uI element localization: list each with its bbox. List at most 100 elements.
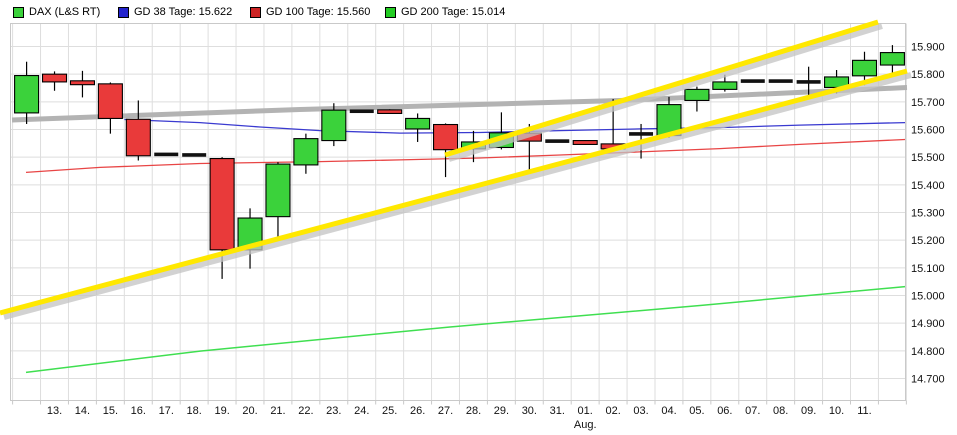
candle-11.[interactable] [851, 51, 878, 86]
candle-25.[interactable] [377, 109, 403, 115]
gd100-swatch-icon [250, 6, 261, 18]
x-axis-label: 19. [214, 405, 229, 417]
dax-swatch-icon [13, 6, 24, 18]
x-axis-label: 21. [270, 405, 285, 417]
upper-yellow-channel-line [444, 19, 879, 158]
candle-06.[interactable] [712, 74, 738, 92]
x-axis-label: 30. [522, 405, 537, 417]
x-axis-label: 15. [103, 405, 118, 417]
x-axis-label: 08. [773, 405, 788, 417]
y-axis-label: 15.000 [911, 291, 945, 303]
candle-body [712, 81, 738, 90]
upper-yellow-channel-line-shadow [448, 23, 883, 162]
y-axis-label: 15.400 [911, 180, 945, 192]
legend-item-label: GD 100 Tage: 15.560 [266, 6, 371, 18]
candle-body [851, 59, 878, 77]
x-axis-label: 22. [298, 405, 313, 417]
candle-18.[interactable] [182, 153, 207, 157]
candle-22.[interactable] [293, 133, 319, 174]
candle-09.[interactable] [796, 66, 821, 97]
candle-body [97, 83, 123, 119]
x-axis-label: 01. [578, 405, 593, 417]
y-axis-label: 15.700 [911, 97, 945, 109]
legend-item-label: GD 200 Tage: 15.014 [401, 6, 506, 18]
candle-body [14, 75, 40, 114]
flat-mark [545, 139, 570, 143]
chart-legend: DAX (L&S RT) GD 38 Tage: 15.622 GD 100 T… [0, 4, 957, 20]
candle-19.[interactable] [209, 157, 235, 279]
x-axis-label: 16. [131, 405, 146, 417]
candle-edge[interactable] [879, 45, 905, 75]
candle-07.[interactable] [740, 79, 765, 83]
candle-24.[interactable] [349, 109, 374, 114]
candle-body [209, 158, 235, 251]
candle-15.[interactable] [97, 82, 123, 134]
candle-16.[interactable] [125, 100, 151, 161]
candle-17.[interactable] [154, 152, 179, 157]
x-axis-label: 13. [47, 405, 62, 417]
x-axis-label: 03. [633, 405, 648, 417]
x-axis-label: 17. [159, 405, 174, 417]
y-axis-label: 15.300 [911, 208, 945, 220]
candle-31.[interactable] [545, 139, 570, 143]
flat-mark [154, 152, 179, 157]
lower-yellow-support-line-shadow [3, 72, 912, 320]
x-axis-label: 26. [410, 405, 425, 417]
y-axis-label: 15.500 [911, 152, 945, 164]
y-axis-label: 14.800 [911, 346, 945, 358]
doji-bar [796, 80, 821, 84]
x-axis-label: 11. [857, 405, 871, 417]
legend-item-dax[interactable]: DAX (L&S RT) [13, 4, 100, 20]
candle-20.[interactable] [237, 208, 263, 269]
doji-bar [629, 132, 654, 136]
x-axis-label: 06. [717, 405, 732, 417]
candle-body [321, 109, 347, 142]
x-axis-label: 18. [187, 405, 202, 417]
x-axis-label: 14. [75, 405, 90, 417]
candle-05.[interactable] [684, 86, 710, 112]
plot-border [10, 23, 906, 401]
legend-item-gd100[interactable]: GD 100 Tage: 15.560 [250, 4, 370, 20]
y-axis-label: 15.100 [911, 263, 945, 275]
x-axis-label: 04. [661, 405, 676, 417]
legend-item-label: DAX (L&S RT) [29, 6, 101, 18]
candle-body [41, 73, 68, 83]
legend-item-gd38[interactable]: GD 38 Tage: 15.622 [118, 4, 232, 20]
candle-01.[interactable] [572, 140, 598, 145]
candle-body [879, 52, 905, 66]
x-axis-label: 31. [550, 405, 565, 417]
candle-body [293, 138, 319, 166]
candle-body [432, 123, 459, 151]
gray-resistance-line [11, 85, 908, 123]
candle-26.[interactable] [405, 113, 431, 142]
candle-edge[interactable] [14, 61, 40, 124]
y-axis-label: 14.700 [911, 374, 945, 386]
candle-27.[interactable] [432, 123, 459, 178]
gd-200-tage-line [25, 285, 906, 374]
candle-08.[interactable] [768, 79, 793, 83]
x-axis-label: 23. [326, 405, 341, 417]
candle-13.[interactable] [41, 71, 68, 91]
flat-mark [349, 109, 374, 114]
candle-body [684, 88, 710, 102]
x-axis-label: 05. [689, 405, 704, 417]
gd38-swatch-icon [118, 6, 129, 18]
candle-23.[interactable] [321, 103, 347, 147]
x-axis-label: 25. [382, 405, 397, 417]
y-axis-label: 15.200 [911, 235, 945, 247]
candle-14.[interactable] [69, 70, 96, 98]
y-axis-label: 14.900 [911, 318, 945, 330]
candle-21.[interactable] [265, 162, 291, 238]
legend-item-gd200[interactable]: GD 200 Tage: 15.014 [385, 4, 505, 20]
gd200-swatch-icon [385, 6, 396, 18]
x-axis-label: 02. [605, 405, 620, 417]
x-axis-label: 07. [745, 405, 760, 417]
x-axis-label: 10. [829, 405, 844, 417]
y-axis-label: 15.900 [911, 42, 945, 54]
x-axis-month-label: Aug. [574, 419, 597, 431]
candle-body [572, 140, 598, 145]
x-axis-label: 27. [438, 405, 453, 417]
x-axis-label: 09. [801, 405, 816, 417]
